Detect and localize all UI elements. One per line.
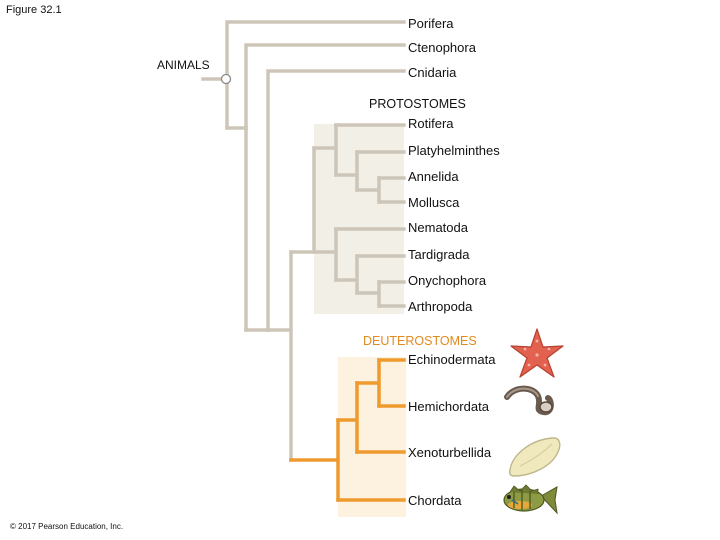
- clade-label-deuterostomes: DEUTEROSTOMES: [363, 334, 477, 348]
- deuterostome-branches: [289, 358, 406, 502]
- taxon-label-cnidaria: Cnidaria: [408, 65, 457, 80]
- root-node: [220, 73, 232, 85]
- taxon-label-arthropoda: Arthropoda: [408, 299, 473, 314]
- protostome-stem: [289, 146, 316, 254]
- ctenophora-branch: [244, 43, 406, 332]
- deuterostome-shade: [338, 357, 406, 517]
- figure-label: Figure 32.1: [6, 4, 62, 16]
- taxon-label-hemichordata: Hemichordata: [408, 399, 489, 414]
- acorn-worm-icon: [504, 385, 554, 416]
- taxon-label-tardigrada: Tardigrada: [408, 247, 470, 262]
- taxon-label-echinodermata: Echinodermata: [408, 352, 496, 367]
- porifera-branch: [225, 20, 406, 130]
- clade-label-protostomes: PROTOSTOMES: [369, 97, 466, 111]
- copyright-notice: © 2017 Pearson Education, Inc.: [10, 522, 124, 531]
- cnidaria-branch: [266, 69, 406, 332]
- fish-icon: [503, 484, 558, 515]
- taxon-label-platyhelminthes: Platyhelminthes: [408, 143, 500, 158]
- taxon-label-annelida: Annelida: [408, 169, 459, 184]
- taxon-label-chordata: Chordata: [408, 493, 462, 508]
- bilateria-node: [225, 126, 270, 332]
- taxon-label-nematoda: Nematoda: [408, 220, 468, 235]
- xenoturbella-icon: [508, 437, 561, 477]
- taxon-label-onychophora: Onychophora: [408, 273, 487, 288]
- clade-label-animals: ANIMALS: [157, 58, 210, 72]
- taxon-label-ctenophora: Ctenophora: [408, 40, 476, 55]
- taxon-label-mollusca: Mollusca: [408, 195, 460, 210]
- taxon-label-rotifera: Rotifera: [408, 116, 454, 131]
- protostome-branches: [312, 123, 406, 308]
- starfish-icon: [510, 328, 564, 378]
- bilateria-stem: [266, 250, 293, 462]
- taxon-label-porifera: Porifera: [408, 16, 454, 31]
- taxon-label-xenoturbellida: Xenoturbellida: [408, 445, 492, 460]
